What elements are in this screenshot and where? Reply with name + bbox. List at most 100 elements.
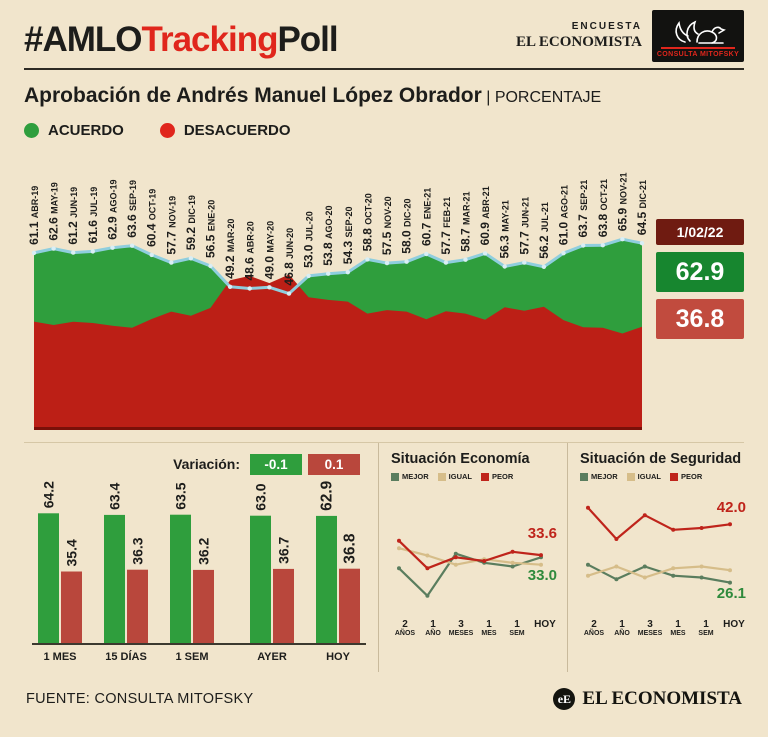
svg-text:62.6 MAY-19: 62.6 MAY-19 (47, 182, 61, 240)
mini-x-label: 1 SEM (698, 619, 714, 637)
economia-mejor-value: 33.0 (527, 567, 557, 584)
mejor-swatch-icon (580, 472, 588, 481)
svg-text:36.8: 36.8 (342, 533, 359, 564)
latest-values: 1/02/22 62.9 36.8 (656, 147, 744, 432)
mini-x-label: 1 MES (481, 619, 497, 637)
legend-igual: IGUAL (626, 472, 662, 481)
svg-text:57.7 NOV-19: 57.7 NOV-19 (164, 196, 178, 255)
peor-label: PEOR (492, 472, 514, 481)
svg-text:1 SEM: 1 SEM (175, 651, 208, 663)
desacuerdo-label: DESACUERDO (183, 122, 291, 139)
svg-text:61.1 ABR-19: 61.1 ABR-19 (27, 186, 41, 245)
peor-swatch-icon (670, 472, 679, 481)
svg-text:64.5 DIC-21: 64.5 DIC-21 (635, 180, 649, 235)
latest-approve-value: 62.9 (656, 252, 744, 292)
mini-x-label: 1 MES (670, 619, 686, 637)
svg-text:61.2 JUN-19: 61.2 JUN-19 (66, 187, 80, 245)
svg-text:36.3: 36.3 (130, 537, 146, 564)
svg-text:59.2 DIC-19: 59.2 DIC-19 (184, 195, 198, 250)
legend-desacuerdo: DESACUERDO (159, 122, 291, 139)
variation-label: Variación: (173, 456, 240, 472)
header: #AMLOTrackingPoll ENCUESTA EL ECONOMISTA (24, 10, 744, 62)
legend-mejor: MEJOR (580, 472, 618, 481)
svg-text:35.4: 35.4 (64, 539, 80, 566)
svg-text:65.9 NOV-21: 65.9 NOV-21 (615, 172, 629, 231)
mini-x-label: 3 MESES (448, 619, 474, 637)
svg-text:58.7 MAR-21: 58.7 MAR-21 (459, 191, 473, 251)
svg-text:54.3 SEP-20: 54.3 SEP-20 (341, 206, 355, 264)
economista-label: EL ECONOMISTA (516, 34, 642, 50)
svg-text:56.2 JUL-21: 56.2 JUL-21 (537, 202, 551, 259)
svg-text:62.9 AGO-19: 62.9 AGO-19 (106, 179, 120, 239)
seguridad-line-chart (586, 505, 732, 585)
economia-peor-value: 33.6 (527, 525, 557, 542)
encuesta-label: ENCUESTA (571, 21, 642, 32)
svg-text:36.7: 36.7 (276, 536, 292, 563)
economia-legend: MEJOR IGUAL PEOR (391, 472, 559, 481)
title-hashtag: #AMLO (24, 20, 142, 59)
mini-x-label: 2 AÑOS (583, 619, 605, 637)
economia-chart-wrap: 33.6 33.0 2 AÑOS 1 AÑO 3 MESES 1 MES 1 SEM HOY (391, 487, 559, 638)
mini-x-label: 1 AÑO (614, 619, 630, 637)
economia-line-chart (397, 538, 543, 598)
economia-panel: Situación Economía MEJOR IGUAL PEOR 33.6… (378, 443, 567, 672)
svg-text:57.5 NOV-20: 57.5 NOV-20 (380, 196, 394, 255)
footer: FUENTE: CONSULTA MITOFSKY eE EL ECONOMIS… (24, 688, 744, 710)
economia-x-axis: 2 AÑOS 1 AÑO 3 MESES 1 MES 1 SEM HOY (391, 619, 559, 638)
latest-date-badge: 1/02/22 (656, 219, 744, 245)
page-title: #AMLOTrackingPoll (24, 10, 339, 60)
svg-text:61.6 JUL-19: 61.6 JUL-19 (86, 187, 100, 244)
approval-area-chart: 61.1 ABR-19 62.6 MAY-19 61.2 JUN-19 61.6 JU… (27, 172, 649, 430)
seguridad-mejor-value: 26.1 (716, 585, 746, 602)
economia-title: Situación Economía (391, 451, 530, 467)
svg-text:63.0: 63.0 (253, 483, 269, 510)
svg-text:60.4 OCT-19: 60.4 OCT-19 (145, 189, 159, 247)
igual-label: IGUAL (637, 472, 662, 481)
mitofsky-label: CONSULTA MITOFSKY (656, 51, 740, 58)
svg-text:63.7 SEP-21: 63.7 SEP-21 (576, 180, 590, 238)
svg-text:56.3 MAY-21: 56.3 MAY-21 (498, 200, 512, 258)
svg-text:46.8 JUN-20: 46.8 JUN-20 (282, 228, 296, 286)
igual-swatch-icon (437, 472, 446, 481)
mitofsky-logo: CONSULTA MITOFSKY (652, 10, 744, 62)
acuerdo-dot-icon (24, 123, 39, 138)
legend-mejor: MEJOR (391, 472, 429, 481)
mini-x-label: 1 AÑO (425, 619, 441, 637)
svg-text:57.7 JUN-21: 57.7 JUN-21 (517, 197, 531, 255)
mini-x-label: HOY (534, 619, 556, 630)
section-title: Aprobación de Andrés Manuel López Obrado… (24, 84, 482, 107)
svg-text:63.8 OCT-21: 63.8 OCT-21 (596, 179, 610, 237)
header-brands: ENCUESTA EL ECONOMISTA CONSULTA MITOFSKY (516, 10, 744, 62)
igual-label: IGUAL (448, 472, 473, 481)
svg-text:60.9 ABR-21: 60.9 ABR-21 (478, 186, 492, 245)
svg-text:60.7 ENE-21: 60.7 ENE-21 (419, 188, 433, 246)
variation-row: Variación: -0.1 0.1 (26, 453, 374, 475)
encuesta-block: ENCUESTA EL ECONOMISTA (516, 21, 642, 51)
mejor-label: MEJOR (402, 472, 429, 481)
economista-wordmark: EL ECONOMISTA (582, 688, 742, 709)
svg-text:HOY: HOY (326, 651, 351, 663)
period-bar-chart: 64.2 35.4 1 MES 63.4 36.3 15 DÍAS 63.5 36.2 1 SE… (32, 480, 366, 663)
section-title-row: Aprobación de Andrés Manuel López Obrado… (24, 84, 744, 108)
mejor-swatch-icon (391, 472, 399, 481)
svg-text:53.8 AGO-20: 53.8 AGO-20 (321, 205, 335, 265)
latest-disapprove-value: 36.8 (656, 299, 744, 339)
svg-text:36.2: 36.2 (196, 537, 212, 564)
economista-logo: eE EL ECONOMISTA (553, 688, 742, 710)
svg-text:58.8 OCT-20: 58.8 OCT-20 (360, 193, 374, 251)
seguridad-title: Situación de Seguridad (580, 451, 742, 467)
main-legend: ACUERDO DESACUERDO (24, 122, 744, 139)
main-chart-section: 61.1 ABR-19 62.6 MAY-19 61.2 JUN-19 61.6 JU… (24, 147, 744, 432)
economista-icon: eE (553, 688, 576, 710)
bottom-section: Variación: -0.1 0.1 64.2 35.4 1 MES 63.4 36.… (24, 442, 746, 672)
variation-desacuerdo-badge: 0.1 (308, 453, 360, 475)
seguridad-panel: Situación de Seguridad MEJOR IGUAL PEOR … (567, 443, 756, 672)
seguridad-x-axis: 2 AÑOS 1 AÑO 3 MESES 1 MES 1 SEM HOY (580, 619, 748, 638)
legend-acuerdo: ACUERDO (24, 122, 124, 139)
mini-x-label: HOY (723, 619, 745, 630)
seguridad-peor-value: 42.0 (716, 499, 746, 516)
svg-text:57.7 FEB-21: 57.7 FEB-21 (439, 197, 453, 255)
svg-text:53.0 JUL-20: 53.0 JUL-20 (302, 211, 316, 268)
peor-label: PEOR (681, 472, 703, 481)
svg-text:49.0 MAY-20: 49.0 MAY-20 (262, 221, 276, 279)
